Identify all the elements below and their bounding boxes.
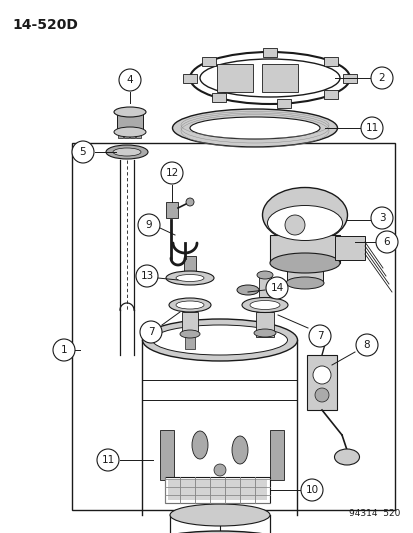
Ellipse shape	[334, 449, 358, 465]
Bar	[261, 64, 297, 92]
Circle shape	[53, 339, 75, 361]
Ellipse shape	[231, 436, 247, 464]
Circle shape	[185, 198, 194, 206]
Ellipse shape	[170, 504, 269, 526]
Ellipse shape	[137, 531, 302, 533]
Ellipse shape	[254, 329, 275, 337]
Ellipse shape	[176, 274, 204, 281]
Circle shape	[136, 265, 158, 287]
Text: 13: 13	[140, 271, 153, 281]
Circle shape	[138, 214, 159, 236]
Ellipse shape	[190, 117, 319, 139]
Circle shape	[308, 325, 330, 347]
Ellipse shape	[180, 330, 199, 338]
Bar	[185, 334, 195, 349]
FancyBboxPatch shape	[201, 57, 215, 66]
Circle shape	[370, 207, 392, 229]
Circle shape	[355, 334, 377, 356]
FancyBboxPatch shape	[323, 57, 337, 66]
Circle shape	[284, 215, 304, 235]
Text: 11: 11	[365, 123, 378, 133]
Bar	[255, 312, 273, 337]
Bar	[130, 132, 135, 138]
FancyBboxPatch shape	[211, 93, 225, 102]
Text: 14-520D: 14-520D	[12, 18, 78, 32]
Circle shape	[370, 67, 392, 89]
Bar	[286, 263, 322, 283]
FancyBboxPatch shape	[183, 74, 197, 83]
Ellipse shape	[169, 298, 211, 312]
Ellipse shape	[192, 431, 207, 459]
Text: 8: 8	[363, 340, 369, 350]
Bar	[269, 430, 283, 480]
Bar	[259, 275, 271, 305]
Ellipse shape	[267, 206, 342, 240]
Bar	[124, 132, 129, 138]
Text: 94314  520: 94314 520	[348, 509, 399, 518]
Bar	[136, 132, 141, 138]
Circle shape	[214, 464, 225, 476]
Ellipse shape	[152, 325, 287, 355]
Text: 9: 9	[145, 220, 152, 230]
Bar	[183, 256, 195, 278]
Text: 1: 1	[61, 345, 67, 355]
Bar	[117, 112, 142, 132]
Ellipse shape	[106, 145, 147, 159]
Text: 10: 10	[305, 485, 318, 495]
Circle shape	[97, 449, 119, 471]
Ellipse shape	[249, 301, 279, 310]
Circle shape	[360, 117, 382, 139]
Bar	[166, 202, 178, 218]
Circle shape	[161, 162, 183, 184]
FancyBboxPatch shape	[262, 47, 276, 56]
Text: 12: 12	[165, 168, 178, 178]
Text: 7: 7	[316, 331, 323, 341]
Text: 3: 3	[378, 213, 385, 223]
Text: 4: 4	[126, 75, 133, 85]
Ellipse shape	[114, 127, 146, 137]
Bar	[306, 355, 336, 410]
Bar	[165, 477, 269, 503]
Bar	[334, 236, 364, 260]
Circle shape	[300, 479, 322, 501]
FancyBboxPatch shape	[276, 99, 290, 108]
Bar	[168, 480, 266, 500]
Bar	[216, 64, 252, 92]
Circle shape	[375, 231, 397, 253]
Ellipse shape	[166, 271, 214, 285]
Circle shape	[72, 141, 94, 163]
Circle shape	[119, 69, 141, 91]
Bar	[182, 312, 197, 334]
Text: 11: 11	[101, 455, 114, 465]
Ellipse shape	[262, 188, 347, 243]
Circle shape	[312, 366, 330, 384]
Text: 14: 14	[270, 283, 283, 293]
Bar	[72, 143, 394, 510]
Ellipse shape	[142, 319, 297, 361]
Circle shape	[266, 277, 287, 299]
Ellipse shape	[176, 301, 204, 309]
Text: 5: 5	[79, 147, 86, 157]
Bar	[159, 430, 173, 480]
Ellipse shape	[236, 285, 259, 295]
FancyBboxPatch shape	[342, 74, 356, 83]
Text: 2: 2	[378, 73, 385, 83]
Ellipse shape	[269, 253, 339, 273]
Ellipse shape	[113, 148, 141, 156]
FancyBboxPatch shape	[323, 90, 337, 99]
Bar	[269, 235, 339, 263]
Ellipse shape	[172, 109, 337, 147]
Ellipse shape	[114, 107, 146, 117]
Text: 7: 7	[147, 327, 154, 337]
Bar	[118, 132, 123, 138]
Ellipse shape	[242, 297, 287, 312]
Ellipse shape	[285, 277, 323, 289]
Ellipse shape	[256, 271, 272, 279]
Circle shape	[140, 321, 161, 343]
Text: 6: 6	[383, 237, 389, 247]
Circle shape	[314, 388, 328, 402]
